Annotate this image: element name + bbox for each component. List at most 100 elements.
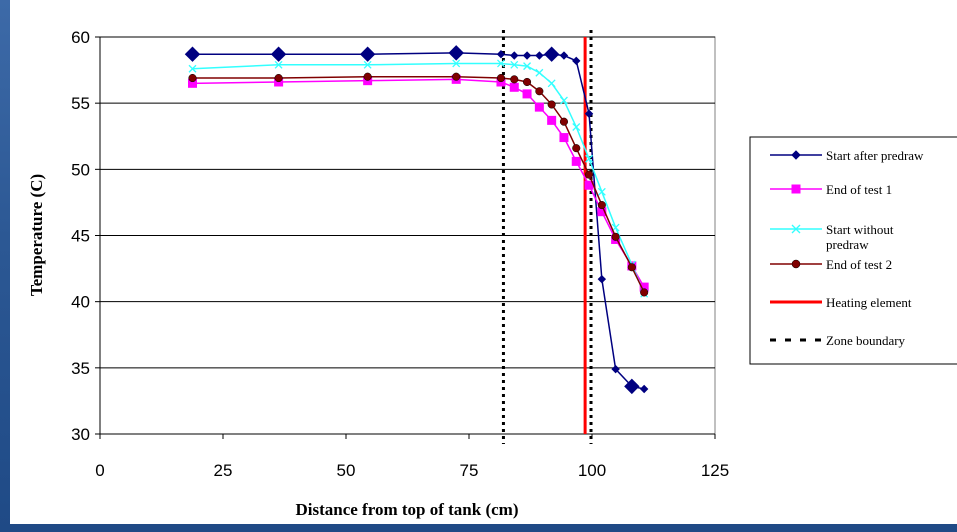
legend-item: Heating element (770, 295, 912, 310)
data-point (611, 364, 620, 374)
series-line (192, 75, 645, 293)
legend-label-continued: predraw (826, 237, 869, 252)
data-point (496, 49, 506, 59)
data-point (624, 378, 640, 395)
data-point (359, 46, 376, 62)
legend-item: Start after predraw (770, 148, 924, 163)
data-point (509, 82, 519, 92)
legend-item: End of test 1 (770, 182, 892, 197)
y-tick-label: 60 (71, 28, 90, 47)
data-point-stroke (585, 154, 594, 163)
y-tick-label: 35 (71, 359, 90, 378)
data-point (363, 60, 372, 69)
data-point (559, 96, 568, 105)
legend-swatch-marker (791, 224, 801, 234)
data-point (571, 156, 581, 166)
legend-swatch-marker (791, 259, 801, 269)
data-point (274, 60, 283, 69)
y-axis-title: Temperature (C) (27, 174, 46, 296)
data-point-stroke (363, 60, 372, 69)
data-point-stroke (452, 59, 461, 68)
x-axis-title: Distance from top of tank (cm) (295, 500, 518, 519)
data-point (188, 73, 197, 83)
data-point-stroke (510, 60, 519, 69)
legend-label: End of test 1 (826, 182, 892, 197)
data-point (584, 170, 594, 179)
legend-label: End of test 2 (826, 257, 892, 272)
series-line (192, 78, 645, 288)
data-point-stroke (274, 60, 283, 69)
series-circle (188, 72, 649, 297)
data-point (188, 64, 197, 73)
data-point (639, 384, 649, 394)
y-tick-label: 30 (71, 425, 90, 444)
x-tick-label: 100 (578, 461, 606, 480)
data-point (585, 154, 594, 163)
data-point (543, 46, 560, 62)
data-point (523, 62, 532, 71)
y-tick-label: 55 (71, 94, 90, 113)
data-point (510, 75, 519, 84)
data-point (559, 117, 569, 126)
data-point (522, 51, 532, 60)
data-point (559, 51, 569, 60)
data-point (584, 109, 594, 118)
legend-label: Heating element (826, 295, 912, 310)
x-tick-label: 125 (701, 461, 729, 480)
data-point (597, 187, 606, 196)
legend-label: Zone boundary (826, 333, 906, 348)
legend-item: Zone boundary (770, 333, 906, 348)
y-tick-label: 50 (71, 160, 90, 179)
data-point (572, 56, 581, 66)
series-diamond (184, 45, 649, 395)
data-point (452, 59, 461, 68)
data-point (496, 73, 506, 83)
data-point (448, 45, 464, 61)
data-point-stroke (559, 96, 568, 105)
legend-swatch-marker-stroke (791, 224, 801, 234)
data-point (572, 144, 581, 153)
data-point (559, 133, 569, 143)
data-point (611, 232, 620, 241)
x-tick-label: 75 (460, 461, 479, 480)
data-point-stroke (497, 59, 505, 68)
data-point (452, 72, 461, 81)
data-point-stroke (572, 123, 581, 131)
legend: Start after predraw End of test 1 Start wi… (770, 148, 924, 348)
x-tick-label: 0 (95, 461, 104, 480)
data-point (274, 73, 283, 83)
data-point (572, 123, 581, 131)
legend-label: Start without (826, 222, 894, 237)
series-line (192, 62, 645, 295)
data-point (510, 60, 519, 69)
legend-label: Start after predraw (826, 148, 924, 163)
legend-swatch-marker (791, 150, 801, 160)
axes (99, 37, 715, 435)
data-point (534, 102, 544, 112)
y-tick-label: 40 (71, 293, 90, 312)
data-point-stroke (547, 79, 556, 88)
data-point-stroke (523, 62, 532, 71)
data-point (184, 46, 201, 62)
data-point-stroke (535, 68, 544, 77)
data-point (522, 89, 532, 99)
series-lines (184, 45, 649, 395)
legend-box (749, 136, 957, 365)
data-point-stroke (597, 187, 606, 196)
data-point (270, 46, 287, 62)
data-point (510, 51, 519, 60)
data-point (547, 115, 557, 125)
x-tick-label: 50 (337, 461, 356, 480)
y-tick-labels: 30 35 40 45 50 55 60 (71, 28, 90, 444)
data-point (535, 51, 544, 60)
legend-swatch-marker (791, 184, 801, 194)
x-tick-labels: 0 25 50 75 100 125 (95, 461, 729, 480)
x-tick-label: 25 (214, 461, 233, 480)
data-point (640, 288, 649, 297)
data-point (597, 201, 606, 210)
y-tick-label: 45 (71, 227, 90, 246)
data-point (535, 68, 544, 77)
